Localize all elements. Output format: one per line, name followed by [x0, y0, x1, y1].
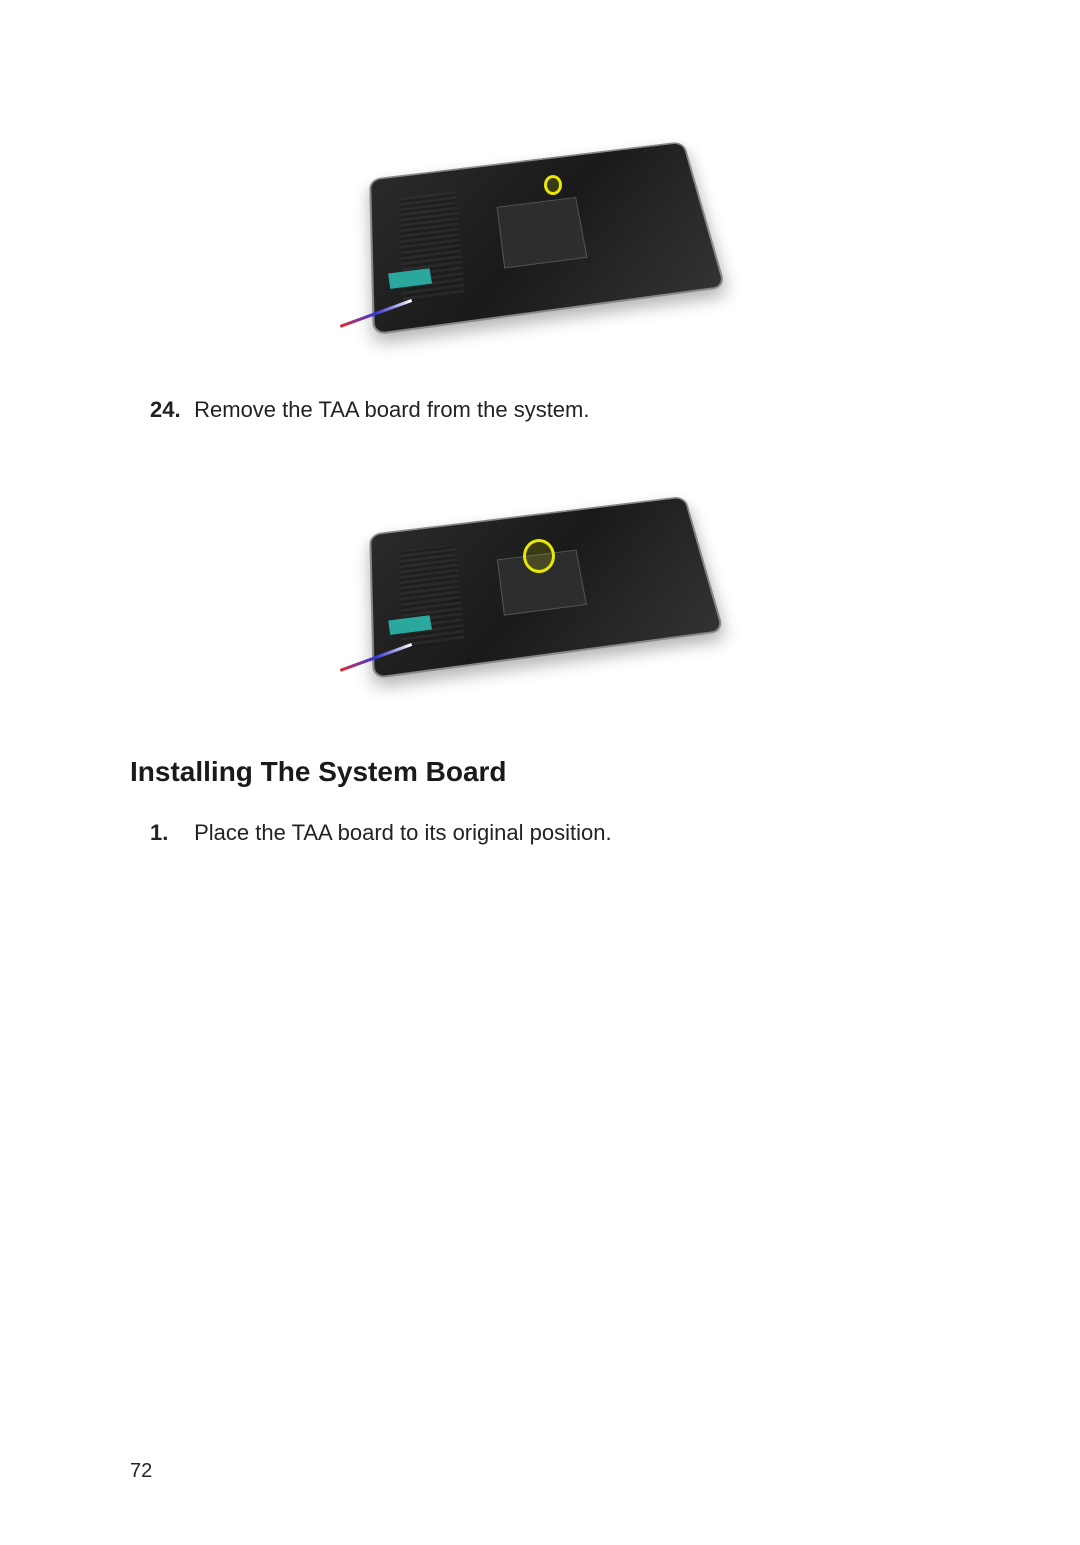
page-number: 72 [130, 1460, 152, 1483]
install-step-1: 1. Place the TAA board to its original p… [150, 818, 950, 849]
figure-chassis-screw [330, 85, 750, 365]
chassis-body [369, 141, 726, 335]
step-24: 24. Remove the TAA board from the system… [150, 395, 950, 426]
chassis-illustration-2 [330, 446, 750, 706]
install-step-number: 1. [150, 818, 188, 849]
figure-chassis-taa-location [330, 446, 750, 706]
chassis-illustration-1 [330, 85, 750, 365]
step-text: Remove the TAA board from the system. [194, 397, 589, 422]
step-number: 24. [150, 395, 188, 426]
screw-highlight-circle [544, 175, 562, 195]
chassis-body [369, 496, 724, 679]
install-step-text: Place the TAA board to its original posi… [194, 820, 611, 845]
section-heading: Installing The System Board [130, 756, 950, 788]
